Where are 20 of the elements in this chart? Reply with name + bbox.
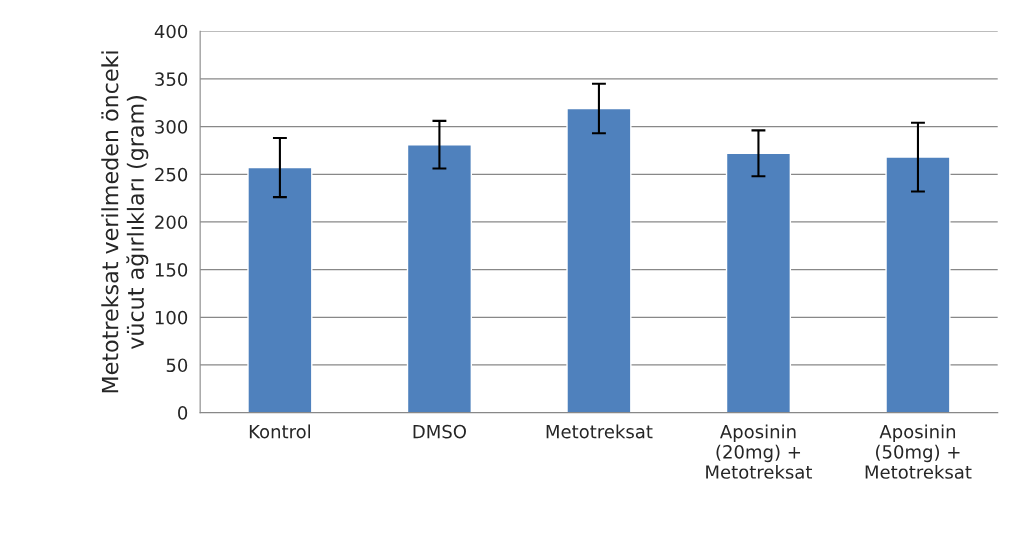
y-tick-label: 100: [155, 310, 188, 325]
y-tick-label: 50: [166, 358, 188, 373]
x-tick-label: Kontrol: [249, 424, 311, 439]
x-tick-label: DMSO: [413, 424, 466, 439]
y-tick-label: 300: [155, 120, 188, 134]
x-tick-label: Aposinin (20mg) + Metotreksat: [706, 424, 813, 479]
y-tick-label: 200: [155, 215, 188, 230]
y-tick-label: 0: [178, 406, 188, 420]
bar: [406, 144, 473, 413]
x-tick-label: Metotreksat: [546, 424, 653, 439]
bar: [885, 156, 951, 413]
y-tick-label: 150: [155, 263, 188, 277]
bar: [247, 166, 313, 413]
y-axis-title: Metotreksat verilmeden önceki vücut ağırlıkları (gram): [101, 51, 149, 393]
y-tick-label: 250: [155, 167, 188, 182]
bar: [725, 152, 792, 413]
y-tick-label: 350: [155, 72, 188, 87]
bar: [566, 107, 632, 413]
x-tick-label: Aposinin (50mg) + Metotreksat: [865, 424, 972, 479]
y-tick-label: 400: [154, 24, 188, 39]
